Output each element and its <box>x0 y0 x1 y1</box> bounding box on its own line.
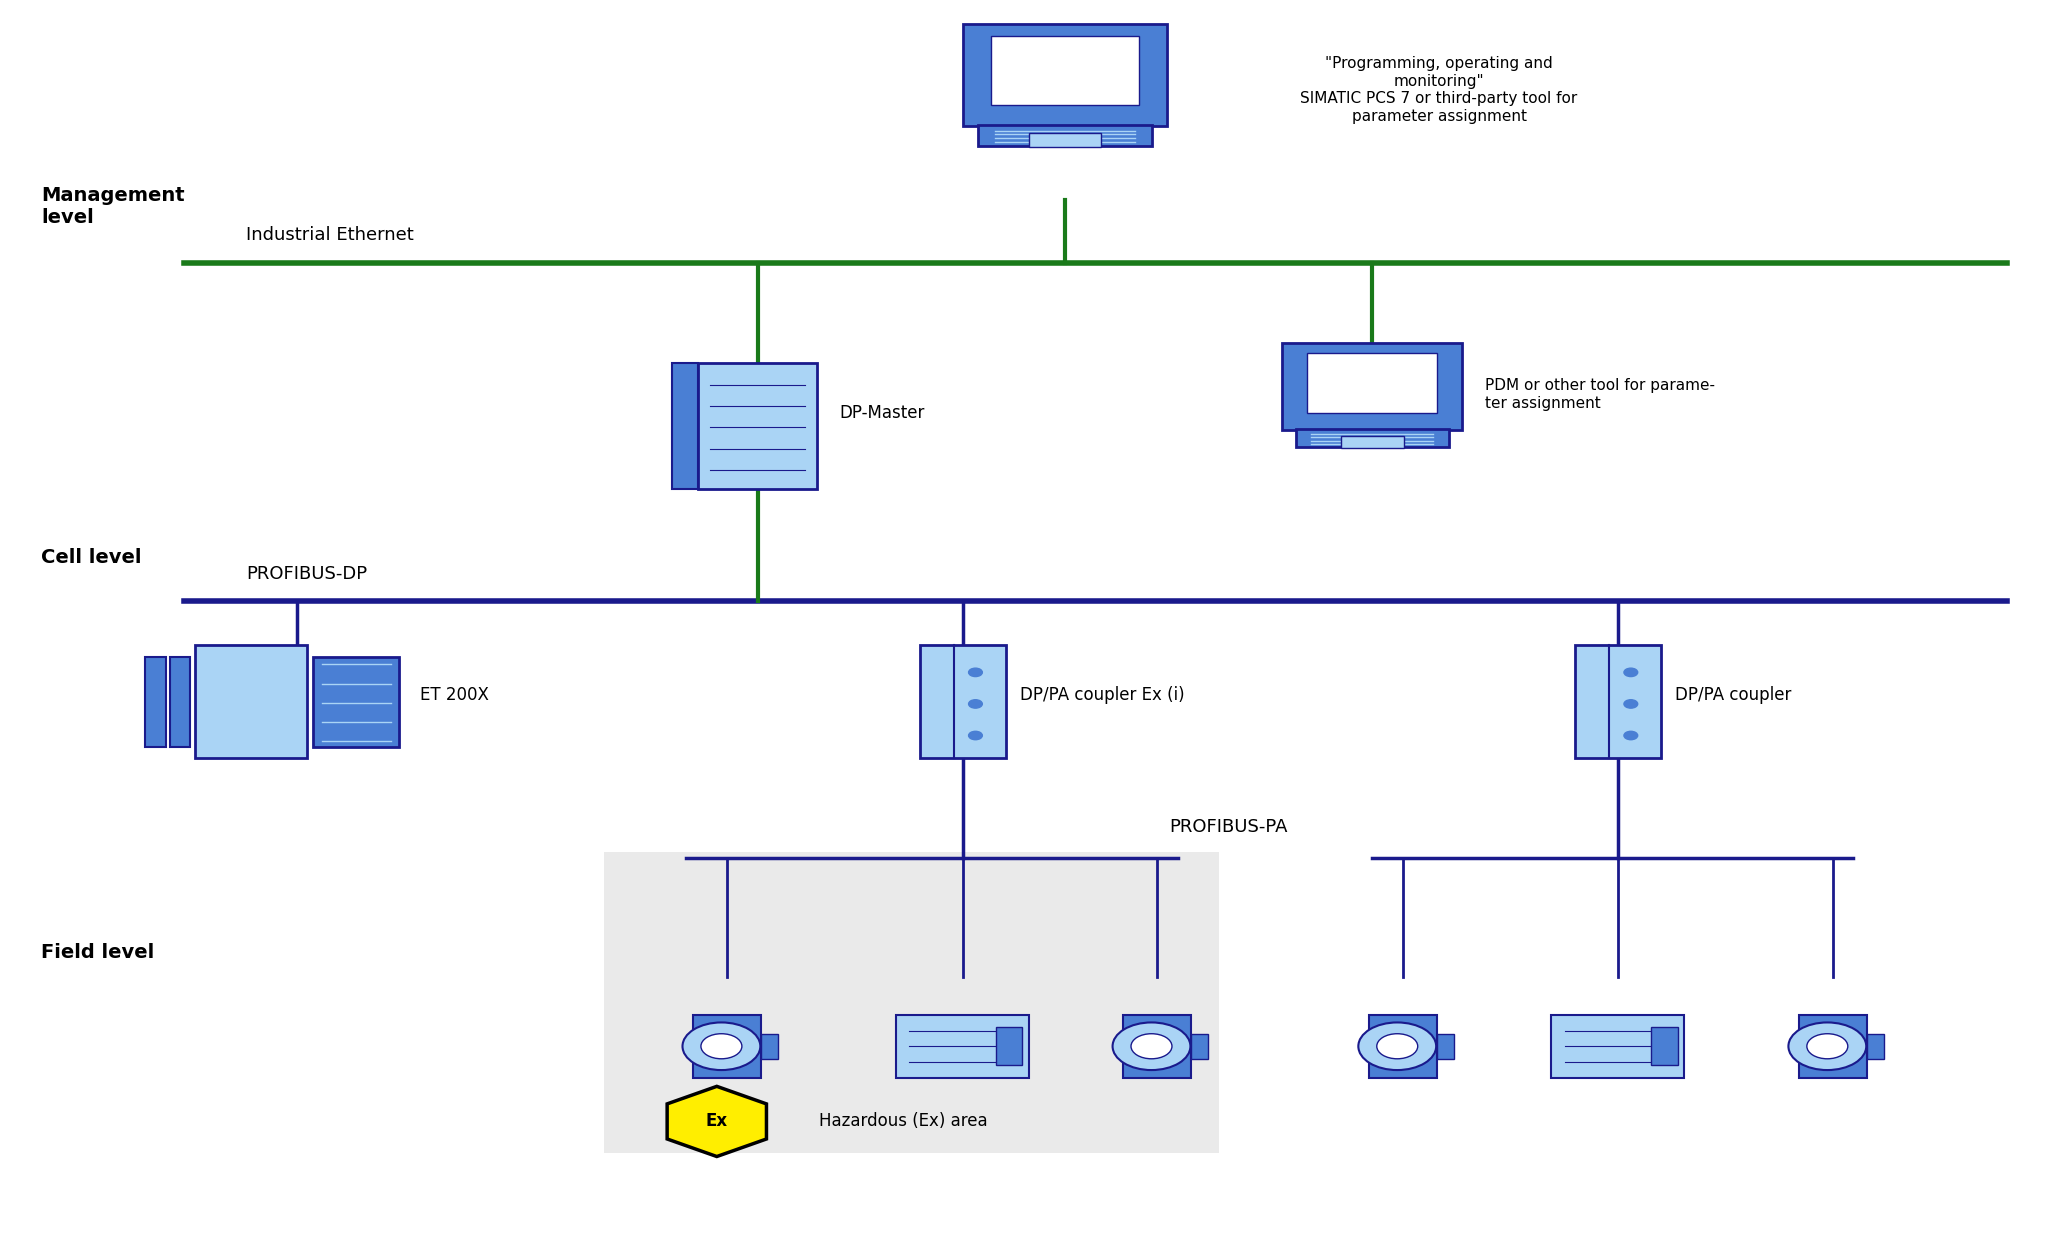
Text: Ex: Ex <box>707 1113 727 1130</box>
FancyBboxPatch shape <box>145 657 166 747</box>
Circle shape <box>1358 1022 1436 1070</box>
Circle shape <box>1624 699 1638 708</box>
Circle shape <box>682 1022 760 1070</box>
Text: Management
level: Management level <box>41 187 184 227</box>
Text: DP-Master: DP-Master <box>840 405 926 422</box>
Text: Field level: Field level <box>41 942 154 962</box>
FancyBboxPatch shape <box>979 125 1151 147</box>
Bar <box>1868 1034 1884 1059</box>
Text: Industrial Ethernet: Industrial Ethernet <box>246 227 414 244</box>
Circle shape <box>700 1034 741 1059</box>
Bar <box>1651 1027 1677 1065</box>
Bar <box>995 1027 1022 1065</box>
Text: DP/PA coupler Ex (i): DP/PA coupler Ex (i) <box>1020 687 1184 704</box>
FancyBboxPatch shape <box>1575 645 1661 758</box>
Circle shape <box>969 668 983 677</box>
FancyBboxPatch shape <box>672 363 698 489</box>
FancyBboxPatch shape <box>1030 133 1102 147</box>
Text: ET 200X: ET 200X <box>420 687 489 704</box>
Circle shape <box>1112 1022 1190 1070</box>
Circle shape <box>1376 1034 1417 1059</box>
FancyBboxPatch shape <box>313 657 399 747</box>
FancyBboxPatch shape <box>1341 436 1403 449</box>
Text: Cell level: Cell level <box>41 548 141 568</box>
Circle shape <box>1624 732 1638 739</box>
FancyBboxPatch shape <box>1307 353 1438 412</box>
Circle shape <box>1130 1034 1171 1059</box>
Text: DP/PA coupler: DP/PA coupler <box>1675 687 1792 704</box>
FancyBboxPatch shape <box>698 363 817 489</box>
Bar <box>1190 1034 1208 1059</box>
FancyBboxPatch shape <box>991 36 1139 105</box>
Circle shape <box>969 732 983 739</box>
FancyBboxPatch shape <box>1282 343 1462 430</box>
Circle shape <box>1624 668 1638 677</box>
Text: "Programming, operating and
monitoring"
SIMATIC PCS 7 or third-party tool for
pa: "Programming, operating and monitoring" … <box>1300 56 1577 124</box>
FancyBboxPatch shape <box>920 645 1006 758</box>
FancyBboxPatch shape <box>963 24 1167 125</box>
Circle shape <box>969 699 983 708</box>
FancyBboxPatch shape <box>170 657 190 747</box>
FancyBboxPatch shape <box>1051 125 1079 140</box>
FancyBboxPatch shape <box>897 1015 1028 1078</box>
FancyBboxPatch shape <box>1552 1015 1683 1078</box>
Text: PROFIBUS-PA: PROFIBUS-PA <box>1169 818 1288 836</box>
Text: PROFIBUS-DP: PROFIBUS-DP <box>246 565 367 583</box>
Bar <box>762 1034 778 1059</box>
Bar <box>1438 1034 1454 1059</box>
FancyBboxPatch shape <box>1370 1015 1438 1078</box>
FancyBboxPatch shape <box>1296 430 1448 447</box>
FancyBboxPatch shape <box>692 1015 760 1078</box>
FancyBboxPatch shape <box>195 645 307 758</box>
FancyBboxPatch shape <box>1800 1015 1868 1078</box>
Text: PDM or other tool for parame-
ter assignment: PDM or other tool for parame- ter assign… <box>1485 378 1714 411</box>
Circle shape <box>1806 1034 1847 1059</box>
Circle shape <box>1788 1022 1866 1070</box>
FancyBboxPatch shape <box>1122 1015 1192 1078</box>
FancyBboxPatch shape <box>1360 430 1384 442</box>
FancyBboxPatch shape <box>604 852 1219 1153</box>
Polygon shape <box>668 1086 766 1157</box>
Text: Hazardous (Ex) area: Hazardous (Ex) area <box>819 1113 987 1130</box>
